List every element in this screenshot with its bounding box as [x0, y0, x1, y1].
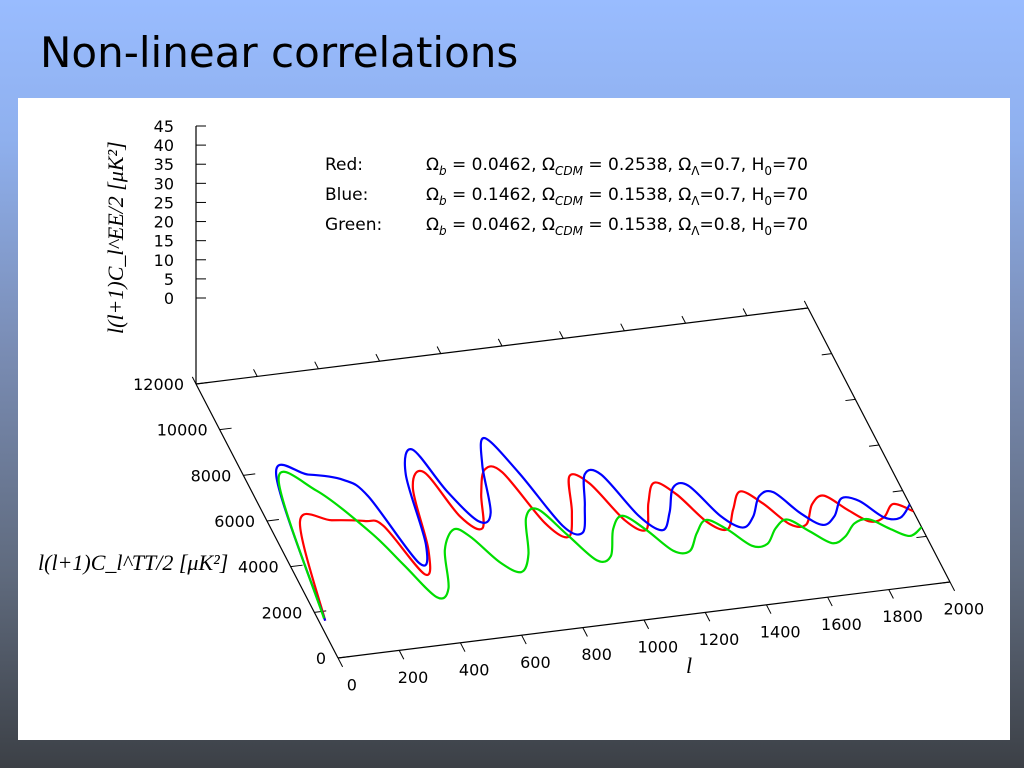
y-tick-label: 8000 [191, 466, 232, 485]
y-tick-right [940, 581, 951, 584]
y-tick [290, 564, 303, 568]
z-tick-label: 40 [154, 136, 174, 155]
x-tick-label: 200 [398, 668, 429, 687]
y-tick [219, 427, 232, 431]
chart-3d: 0 200 400 600 800 1000 1200 1400 1600 1800 2000020… [38, 117, 984, 695]
x-tick [337, 657, 344, 668]
x-tick-back [681, 315, 687, 324]
y-tick [314, 610, 327, 613]
y-tick [266, 519, 279, 522]
legend-label: Red: [325, 155, 363, 175]
x-tick-back [620, 323, 625, 332]
x-tick-back [253, 369, 258, 377]
z-tick-label: 0 [164, 289, 174, 308]
y-tick-right [892, 490, 903, 493]
legend-params: Ωb = 0.0462, ΩCDM = 0.2538, ΩΛ=0.7, H0=7… [426, 155, 808, 178]
x-tick-back [375, 353, 381, 362]
legend: Red: Ωb = 0.0462, ΩCDM = 0.2538, ΩΛ=0.7, … [325, 155, 808, 238]
z-tick-label: 10 [154, 251, 174, 270]
legend-label: Green: [325, 215, 382, 235]
y-tick-right [798, 307, 809, 310]
x-tick-label: 1800 [882, 607, 923, 626]
x-tick [582, 627, 588, 637]
x-tick-back [436, 346, 442, 354]
x-tick-label: 1200 [699, 630, 740, 649]
x-axis-title: l [686, 653, 692, 678]
legend-row-green: Green: Ωb = 0.0462, ΩCDM = 0.1538, ΩΛ=0.8… [325, 215, 808, 238]
x-tick-back [191, 376, 197, 385]
series-line-blue [275, 436, 911, 622]
z-tick-label: 5 [164, 270, 174, 289]
legend-params: Ωb = 0.1462, ΩCDM = 0.1538, ΩΛ=0.7, H0=7… [426, 185, 808, 208]
z-tick-label: 20 [154, 213, 174, 232]
x-tick-back [559, 331, 564, 339]
x-tick-label: 2000 [943, 600, 984, 619]
x-tick [888, 589, 894, 599]
y-tick [337, 656, 350, 659]
y-axis-title: l(l+1)C_l^TT/2 [μK²] [38, 550, 228, 575]
x-tick-back [803, 300, 809, 309]
x-tick-back [742, 308, 748, 316]
legend-params: Ωb = 0.0462, ΩCDM = 0.1538, ΩΛ=0.8, H0=7… [426, 215, 808, 238]
x-tick-label: 800 [581, 645, 612, 664]
slide-title: Non-linear correlations [40, 28, 519, 77]
y-tick-label: 12000 [133, 375, 184, 394]
x-tick [643, 619, 650, 630]
y-tick [195, 382, 208, 385]
y-tick [243, 473, 256, 476]
y-tick-label: 4000 [238, 558, 279, 577]
series-line-green [277, 470, 923, 619]
x-tick [949, 581, 956, 592]
z-tick-label: 25 [154, 193, 174, 212]
x-tick [521, 634, 527, 645]
x-tick-label: 1000 [637, 638, 678, 657]
y-tick-right [845, 398, 856, 402]
y-tick-right [916, 535, 927, 539]
x-tick-label: 0 [347, 676, 357, 695]
legend-row-red: Red: Ωb = 0.0462, ΩCDM = 0.2538, ΩΛ=0.7, … [325, 155, 808, 178]
series-line-red [298, 465, 914, 621]
series-lines [275, 436, 923, 622]
x-tick-back [497, 338, 503, 347]
z-tick-label: 30 [154, 174, 174, 193]
z-tick-label: 35 [154, 155, 174, 174]
x-tick-back [314, 361, 319, 370]
x-tick-label: 1400 [760, 622, 801, 641]
legend-row-blue: Blue: Ωb = 0.1462, ΩCDM = 0.1538, ΩΛ=0.7,… [325, 185, 808, 208]
axis-ticks: 0 200 400 600 800 1000 1200 1400 1600 1800 2000020… [133, 117, 984, 695]
z-tick-label: 15 [154, 232, 174, 251]
x-tick-label: 1600 [821, 615, 862, 634]
z-axis-title: l(l+1)C_l^EE/2 [μK²] [103, 141, 128, 334]
y-tick-label: 0 [316, 649, 326, 668]
x-tick [827, 596, 833, 607]
x-tick [459, 642, 466, 652]
legend-label: Blue: [325, 185, 368, 205]
z-tick-label: 45 [154, 117, 174, 136]
x-tick-label: 600 [520, 653, 551, 672]
y-tick-label: 10000 [157, 421, 208, 440]
x-tick-label: 400 [459, 660, 490, 679]
plot-panel: 0 200 400 600 800 1000 1200 1400 1600 1800 2000 0 20… [18, 98, 1010, 740]
x-tick [704, 612, 711, 622]
y-tick-label: 2000 [262, 603, 303, 622]
y-tick-right [869, 444, 880, 447]
x-tick [398, 650, 405, 660]
y-tick-right [821, 353, 832, 356]
x-tick [765, 604, 772, 614]
y-tick-label: 6000 [214, 512, 255, 531]
